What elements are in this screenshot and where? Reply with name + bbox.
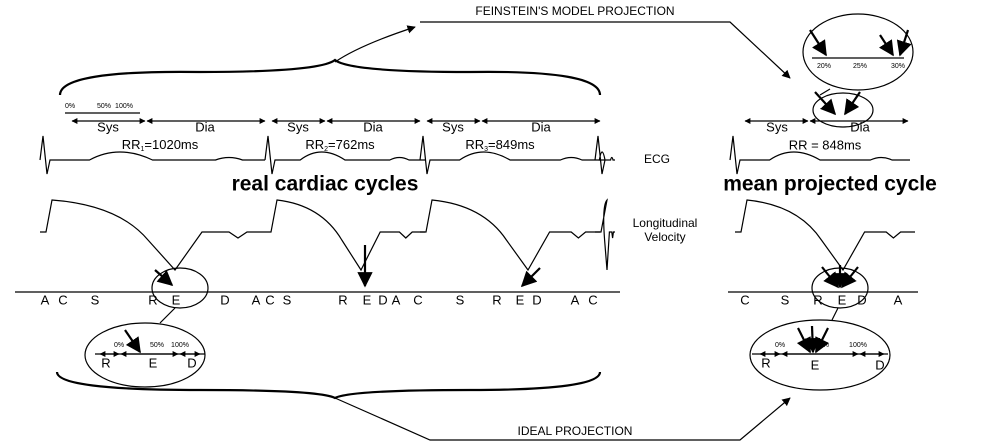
waveforms xyxy=(39,135,915,272)
velocity-wave xyxy=(40,199,265,271)
axis-letter: D xyxy=(220,292,229,307)
top-zoom: 20% 25% 30% xyxy=(802,13,914,128)
top-brace xyxy=(58,58,602,96)
rr-prefix: RR xyxy=(465,137,484,152)
rr-labels: RR1=1020ms RR2=762ms RR3=849ms RR = 848m… xyxy=(122,137,862,152)
rr: RR3=849ms xyxy=(465,137,535,152)
axis-letter: E xyxy=(516,292,525,307)
axis-letter: A xyxy=(41,292,50,307)
rr-prefix: RR xyxy=(305,137,324,152)
label: Velocity xyxy=(644,230,685,244)
ecg-wave xyxy=(729,135,910,175)
ecg-wave xyxy=(39,135,265,175)
phase: Sys xyxy=(97,119,119,134)
axis-letter: D xyxy=(378,292,387,307)
connectors xyxy=(55,21,791,441)
right-zoom: 0% 50% 100% R E D xyxy=(749,265,891,391)
axis-letter: A xyxy=(894,292,903,307)
axis-letter: S xyxy=(283,292,292,307)
axis-letter: R xyxy=(148,292,157,307)
pct: 20% xyxy=(817,63,831,70)
velocity-wave xyxy=(420,199,600,272)
axis-letter: A xyxy=(252,292,261,307)
rr-rest: =1020ms xyxy=(144,137,198,152)
axis-letter: S xyxy=(91,292,100,307)
pct: 0% xyxy=(775,342,785,349)
ecg-wave xyxy=(594,135,615,175)
ecg-wave xyxy=(264,135,425,175)
axis-letter: R xyxy=(492,292,501,307)
title: real cardiac cycles xyxy=(232,173,419,196)
axis-letter: A xyxy=(571,292,580,307)
phase: Sys xyxy=(766,119,788,134)
pct: 0% xyxy=(114,342,124,349)
label: IDEAL PROJECTION xyxy=(518,424,633,438)
letter: E xyxy=(811,357,820,372)
axis-letter: C xyxy=(588,292,597,307)
rr-sub: 3 xyxy=(484,146,488,153)
rr-sub: 2 xyxy=(324,146,328,153)
axis-letter: E xyxy=(838,292,847,307)
letter: R xyxy=(101,355,110,370)
phase: Dia xyxy=(850,119,870,134)
pct: 50% xyxy=(97,103,111,110)
label: FEINSTEIN'S MODEL PROJECTION xyxy=(475,4,674,18)
rr: RR = 848ms xyxy=(789,137,862,152)
left-zoom: 0% 50% 100% R E D xyxy=(84,245,541,388)
axis-letter: A xyxy=(392,292,401,307)
pct: 0% xyxy=(65,103,75,110)
axis-letter: E xyxy=(172,292,181,307)
title: mean projected cycle xyxy=(723,173,937,196)
pct: 100% xyxy=(115,103,133,110)
phase: Sys xyxy=(442,119,464,134)
rr-sub: 1 xyxy=(141,146,145,153)
axis-letter: D xyxy=(532,292,541,307)
velocity-wave xyxy=(595,198,615,271)
axis-letter: S xyxy=(781,292,790,307)
arrow xyxy=(334,25,416,63)
axis-letter: C xyxy=(413,292,422,307)
pct: 30% xyxy=(891,63,905,70)
phase: Dia xyxy=(531,119,551,134)
rr: RR1=1020ms xyxy=(122,137,199,152)
letter: R xyxy=(761,355,770,370)
arrow xyxy=(334,397,791,441)
axis-letter: C xyxy=(265,292,274,307)
phase: Sys xyxy=(287,119,309,134)
phase-row: Sys Dia Sys Dia Sys Dia Sys Dia xyxy=(71,118,909,134)
pct: 50% xyxy=(150,342,164,349)
rr: RR2=762ms xyxy=(305,137,375,152)
axis-letter: C xyxy=(740,292,749,307)
rr-rest: =849ms xyxy=(488,137,535,152)
bottom-brace xyxy=(55,371,602,400)
axis-letter: R xyxy=(338,292,347,307)
label: ECG xyxy=(644,152,670,166)
phase: Dia xyxy=(195,119,215,134)
axis-letter: E xyxy=(363,292,372,307)
letter: D xyxy=(875,357,884,372)
phase: Dia xyxy=(363,119,383,134)
axis-letter: C xyxy=(58,292,67,307)
rr-prefix: RR xyxy=(122,137,141,152)
letter: E xyxy=(149,355,158,370)
rr-rest: =762ms xyxy=(328,137,375,152)
axis-letter: S xyxy=(456,292,465,307)
pct: 100% xyxy=(171,342,189,349)
label: Longitudinal xyxy=(633,216,698,230)
velocity-wave xyxy=(265,199,425,272)
arrow xyxy=(420,21,791,79)
left-percent: 0% 50% 100% xyxy=(65,103,140,114)
letter: D xyxy=(187,355,196,370)
pct: 100% xyxy=(849,342,867,349)
velocity-wave xyxy=(735,199,915,272)
pct: 25% xyxy=(853,63,867,70)
ecg-wave xyxy=(419,135,600,175)
